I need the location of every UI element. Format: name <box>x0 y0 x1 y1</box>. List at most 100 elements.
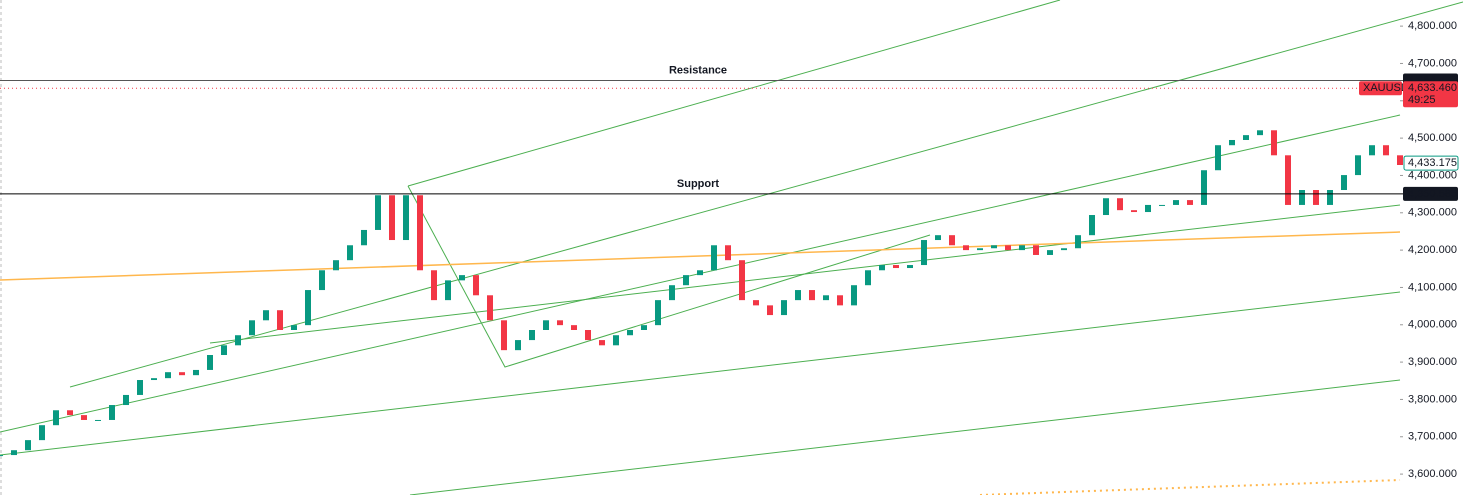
candle <box>949 235 955 246</box>
candle <box>1271 130 1277 156</box>
candle <box>655 300 661 326</box>
candle <box>795 290 801 301</box>
candle <box>1089 215 1095 236</box>
candle <box>711 245 717 271</box>
candle <box>1061 248 1067 251</box>
zigzag <box>407 185 931 368</box>
candle <box>403 195 409 241</box>
candle <box>865 270 871 286</box>
y-tick-label: 4,300.000 <box>1408 207 1457 219</box>
candle <box>837 295 843 306</box>
candle <box>1341 175 1347 191</box>
candle <box>543 320 549 330</box>
candle <box>11 450 17 456</box>
candle <box>1103 198 1109 216</box>
candle <box>375 195 381 230</box>
candle <box>1285 155 1291 205</box>
candle <box>767 305 773 316</box>
candle <box>571 325 577 330</box>
candle <box>1257 130 1263 136</box>
candle <box>963 245 969 251</box>
candle <box>501 320 507 351</box>
candle <box>277 310 283 330</box>
candle <box>1229 139 1235 146</box>
candle <box>557 320 563 326</box>
candle <box>221 345 227 356</box>
candle <box>249 320 255 336</box>
candle <box>25 440 31 451</box>
trend-line <box>409 379 1401 495</box>
candle <box>193 369 199 376</box>
candle <box>1145 204 1151 213</box>
candle <box>823 295 829 301</box>
candle <box>0 455 3 457</box>
level-name: Support <box>677 178 719 190</box>
candle <box>781 300 787 316</box>
candle <box>907 265 913 269</box>
candle <box>1327 190 1333 205</box>
candle <box>697 270 703 276</box>
candle <box>417 195 423 271</box>
price-box <box>1403 81 1458 108</box>
candle <box>445 280 451 301</box>
candle <box>1383 145 1389 156</box>
candle <box>431 270 437 301</box>
price-box-label: 4,350.585 <box>1408 188 1457 200</box>
candle <box>319 270 325 291</box>
candle <box>305 290 311 326</box>
candle <box>879 265 885 271</box>
candle <box>809 290 815 301</box>
candle <box>81 415 87 420</box>
candle <box>291 325 297 330</box>
countdown: 49:25 <box>1408 94 1436 106</box>
y-tick-label: 4,800.000 <box>1408 20 1457 32</box>
candle <box>95 419 101 421</box>
trend-line <box>407 0 1061 187</box>
candle <box>1313 190 1319 205</box>
trend-line <box>0 291 1401 456</box>
candle <box>641 325 647 330</box>
y-tick-label: 4,200.000 <box>1408 244 1457 256</box>
price-box <box>1403 155 1459 171</box>
candle <box>1047 250 1053 255</box>
candle <box>515 340 521 351</box>
candle <box>627 330 633 336</box>
candle <box>991 245 997 249</box>
candle <box>921 240 927 266</box>
candle <box>151 378 157 381</box>
y-tick-label: 3,800.000 <box>1408 393 1457 405</box>
y-tick-label: 3,900.000 <box>1408 356 1457 368</box>
candle <box>1117 198 1123 211</box>
candle <box>1075 235 1081 249</box>
y-tick-label: 4,400.000 <box>1408 169 1457 181</box>
candle <box>977 248 983 251</box>
candle <box>179 372 185 376</box>
candle <box>137 380 143 395</box>
candle <box>109 405 115 420</box>
candle <box>207 355 213 370</box>
price-box <box>1403 186 1458 201</box>
trend-line-dotted <box>979 479 1401 495</box>
symbol-box <box>1359 81 1402 96</box>
candle <box>599 340 605 346</box>
candle <box>235 335 241 346</box>
candle <box>39 425 45 441</box>
candle <box>263 310 269 321</box>
y-tick-label: 4,000.000 <box>1408 319 1457 331</box>
y-tick-label: 3,700.000 <box>1408 431 1457 443</box>
candle <box>669 285 675 301</box>
price-box-label: 4,633.460 <box>1408 82 1457 94</box>
candle <box>487 295 493 321</box>
candle <box>753 300 759 306</box>
price-box-label: 4,433.175 <box>1408 157 1457 169</box>
candle <box>473 275 479 296</box>
level-name: Resistance <box>669 64 727 76</box>
candle <box>1173 200 1179 205</box>
candle <box>851 285 857 306</box>
candle <box>893 265 899 269</box>
candle <box>333 260 339 271</box>
